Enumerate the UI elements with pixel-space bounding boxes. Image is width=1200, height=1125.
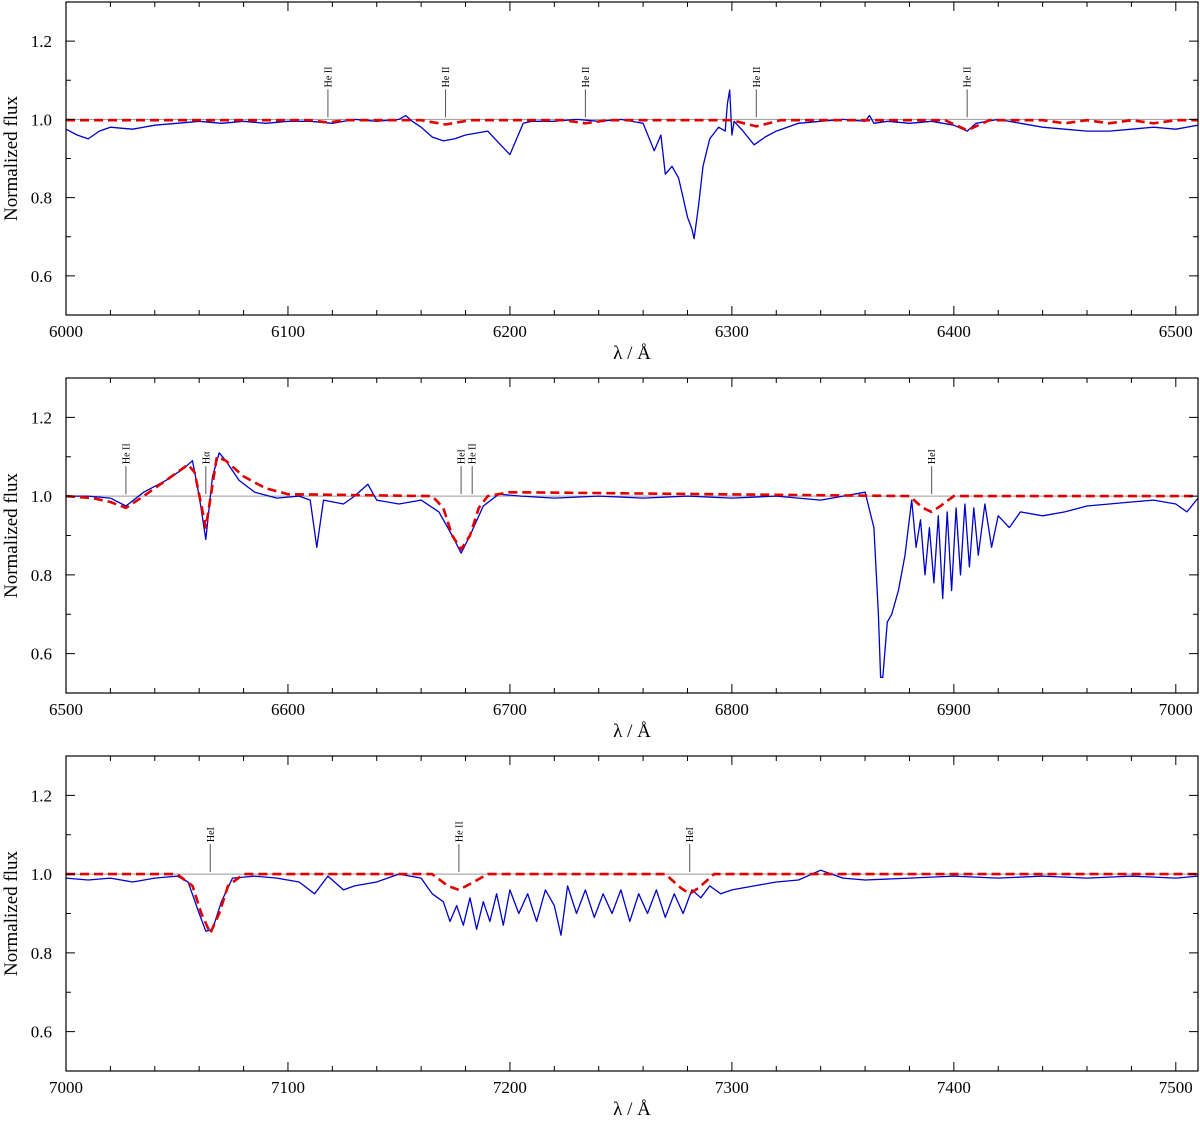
plot-frame <box>65 1 1199 316</box>
x-tick-label: 7500 <box>1159 1078 1193 1097</box>
series-observed <box>66 89 1198 240</box>
line-id-label: Hα <box>201 451 212 464</box>
y-tick-label: 0.6 <box>31 645 52 664</box>
y-tick-label: 0.8 <box>31 189 52 208</box>
line-id-label: HeI <box>685 827 696 842</box>
x-tick-label: 7000 <box>1159 700 1193 719</box>
panel-1: He II He II He II He II He II 6000 6100 6200 630… <box>1 1 1199 364</box>
x-tick-label: 6200 <box>493 322 527 341</box>
line-id-label: He II <box>454 821 465 842</box>
x-tick-label: 7100 <box>271 1078 305 1097</box>
x-axis-label: λ / Å <box>613 1099 651 1120</box>
y-tick-label: 0.6 <box>31 267 52 286</box>
y-tick-label: 1.0 <box>31 110 52 129</box>
series-observed <box>66 869 1198 936</box>
y-axis-label: Normalized flux <box>1 472 22 598</box>
x-tick-label: 7200 <box>493 1078 527 1097</box>
line-id-label: He II <box>581 67 592 88</box>
series-model <box>66 118 1198 132</box>
line-id-label: HeI <box>927 449 938 464</box>
y-tick-label: 1.2 <box>31 408 52 427</box>
y-tick-label: 1.0 <box>31 487 52 506</box>
line-id-label: HeI <box>457 449 468 464</box>
series-observed <box>66 452 1198 678</box>
panel-3: HeI He II HeI 7000 7100 7200 7300 7400 7500 0.6 0.… <box>1 755 1199 1120</box>
x-tick-label: 6300 <box>715 322 749 341</box>
line-id-label: HeI <box>206 827 217 842</box>
x-axis-label: λ / Å <box>613 721 651 742</box>
y-tick-label: 0.8 <box>31 944 52 963</box>
y-tick-label: 0.8 <box>31 566 52 585</box>
line-id-label: He II <box>121 443 132 464</box>
x-tick-label: 6500 <box>1159 322 1193 341</box>
x-axis-label: λ / Å <box>613 343 651 364</box>
x-tick-label: 7400 <box>937 1078 971 1097</box>
x-tick-label: 6900 <box>937 700 971 719</box>
line-id-label: He II <box>468 443 479 464</box>
plot-frame <box>65 377 1199 694</box>
y-tick-label: 1.0 <box>31 865 52 884</box>
x-tick-label: 6700 <box>493 700 527 719</box>
series-model <box>66 872 1198 935</box>
x-tick-label: 7300 <box>715 1078 749 1097</box>
x-tick-label: 6500 <box>49 700 83 719</box>
y-tick-label: 0.6 <box>31 1023 52 1042</box>
x-tick-label: 6400 <box>937 322 971 341</box>
y-axis-label: Normalized flux <box>1 850 22 976</box>
line-id-label: He II <box>963 67 974 88</box>
line-id-label: He II <box>441 67 452 88</box>
y-tick-label: 1.2 <box>31 32 52 51</box>
x-tick-label: 6600 <box>271 700 305 719</box>
y-tick-label: 1.2 <box>31 786 52 805</box>
x-tick-label: 6000 <box>49 322 83 341</box>
x-tick-label: 7000 <box>49 1078 83 1097</box>
y-axis-label: Normalized flux <box>1 95 22 221</box>
line-id-label: He II <box>323 67 334 88</box>
series-model <box>66 455 1198 551</box>
x-tick-label: 6100 <box>271 322 305 341</box>
x-tick-label: 6800 <box>715 700 749 719</box>
line-id-label: He II <box>752 67 763 88</box>
